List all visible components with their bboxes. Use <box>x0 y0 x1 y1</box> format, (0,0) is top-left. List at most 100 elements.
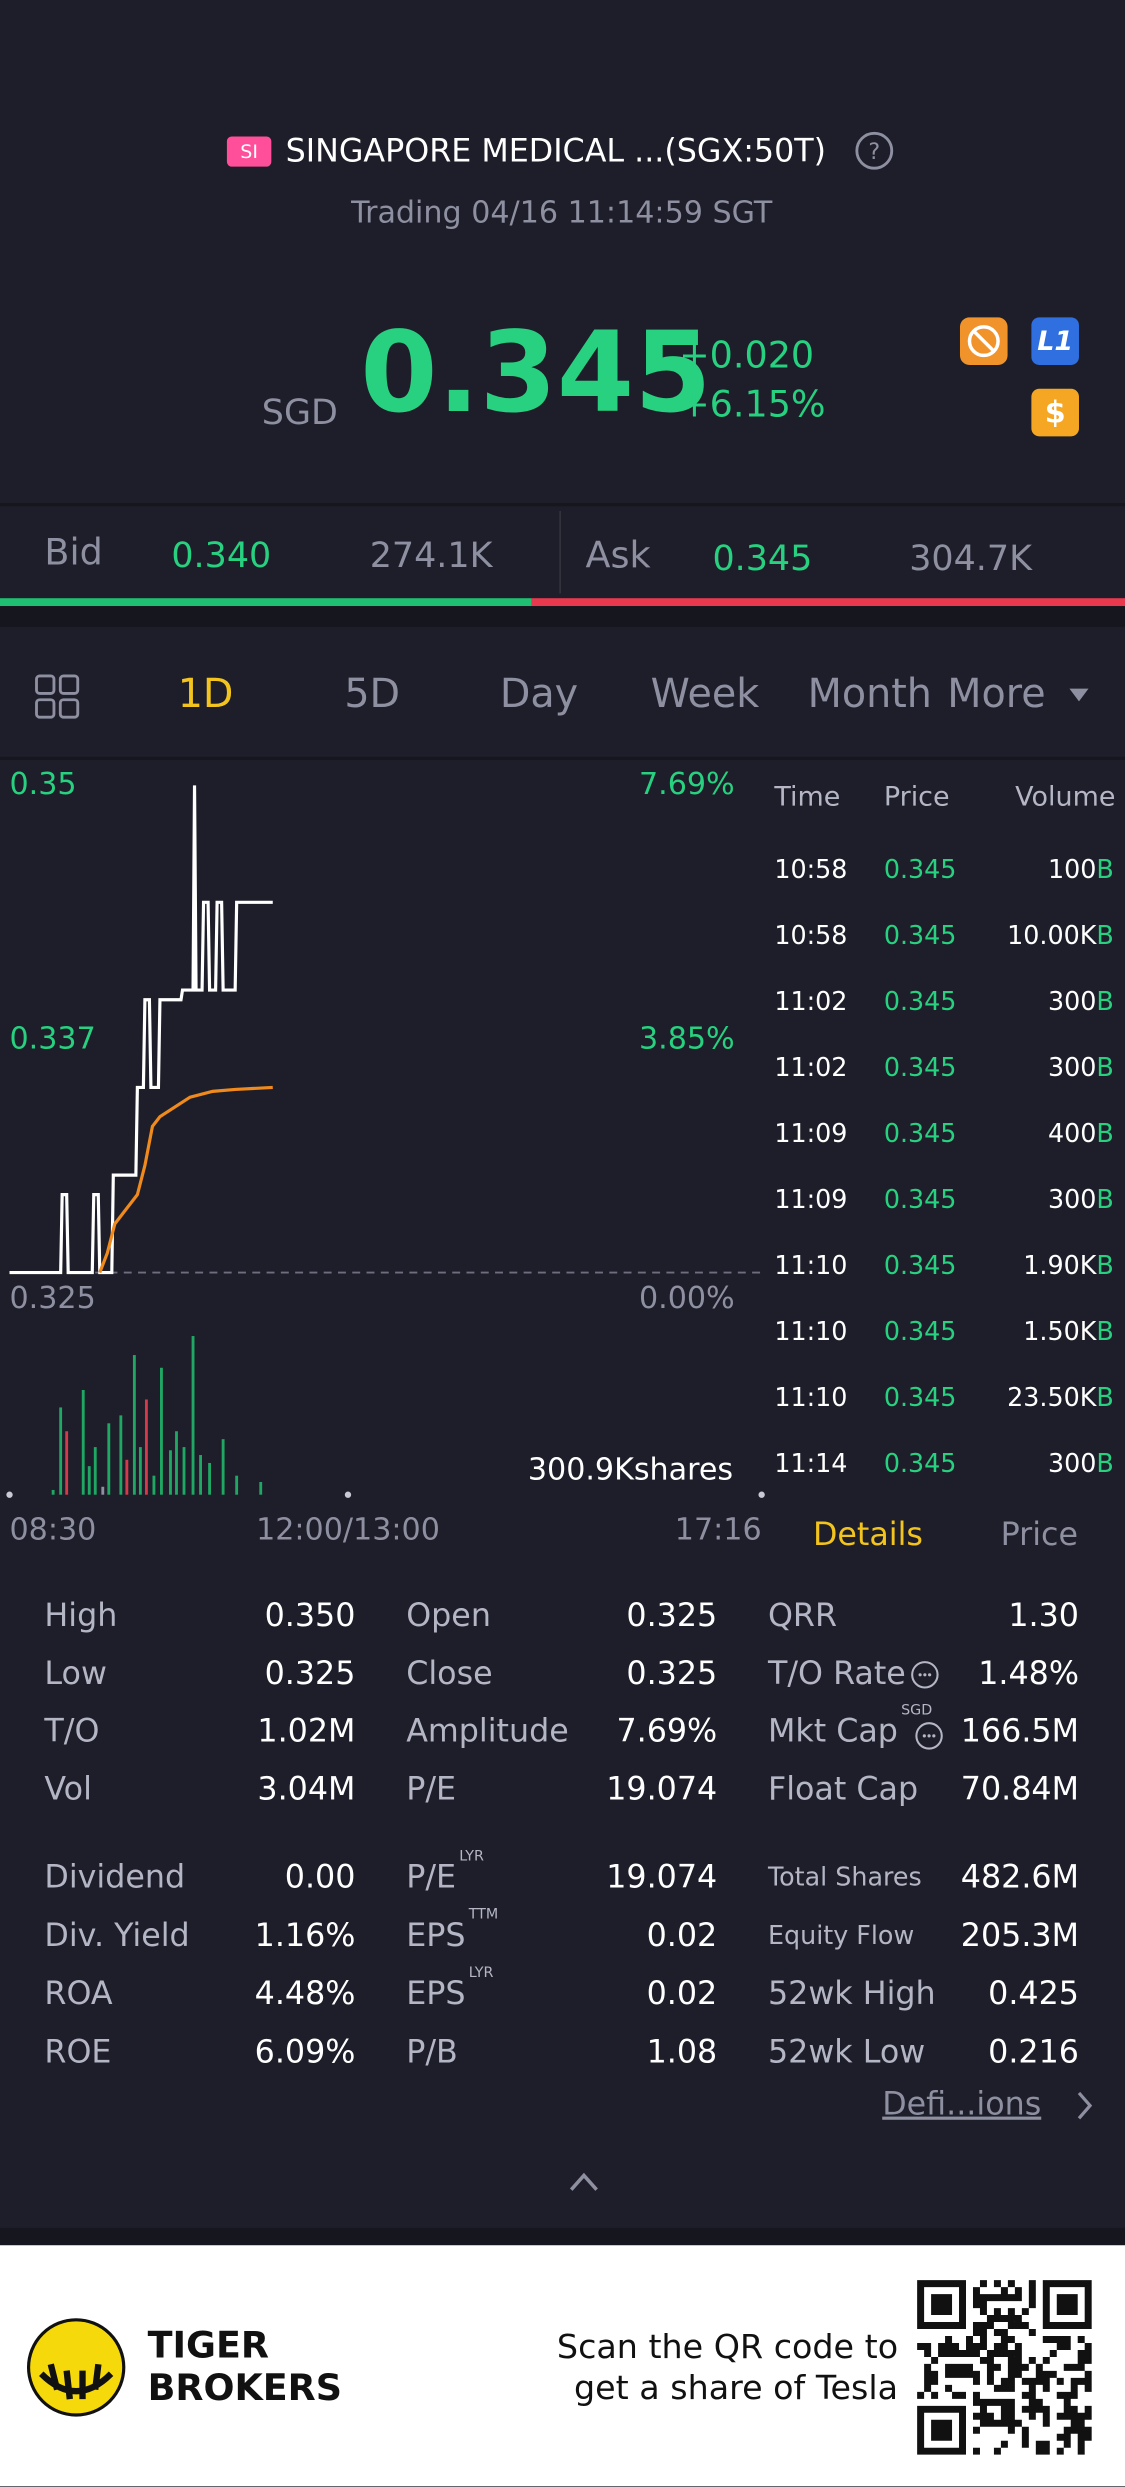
trade-volume: 10.00K <box>1007 920 1098 950</box>
trade-price: 0.345 <box>884 1184 957 1214</box>
level-icon-text: L1 <box>1037 326 1073 357</box>
pct-axis-label: 3.85% <box>639 1021 735 1056</box>
market-badge <box>226 136 272 167</box>
stat-label: 52wk Low <box>768 2034 925 2070</box>
x-tick-label: 12:00/13:00 <box>256 1513 440 1548</box>
trade-time: 11:10 <box>774 1316 847 1346</box>
stat-label: Float Cap <box>768 1772 918 1808</box>
stat-label: P/E <box>406 1772 456 1808</box>
x-tick-dot <box>6 1491 13 1498</box>
period-tab[interactable]: 5D <box>344 671 400 717</box>
stat-value: 7.69% <box>616 1714 717 1750</box>
volume-bar <box>87 1466 91 1495</box>
ask-bar <box>531 598 1125 607</box>
trade-price: 0.345 <box>884 1118 957 1148</box>
trade-volume: 300 <box>1048 1184 1096 1214</box>
volume-bar <box>65 1431 69 1495</box>
stat-label-sup: LYR <box>469 1965 494 1981</box>
trade-side: B <box>1096 1250 1113 1280</box>
layout-icon[interactable] <box>35 698 56 719</box>
help-mark: ? <box>868 139 880 165</box>
info-icon[interactable] <box>915 1722 943 1750</box>
stat-label: High <box>44 1598 117 1634</box>
stat-label: Vol <box>44 1772 91 1808</box>
volume-bar <box>199 1455 202 1495</box>
trade-side: B <box>1096 1316 1113 1346</box>
trade-price: 0.345 <box>884 854 957 884</box>
info-icon[interactable] <box>911 1661 939 1689</box>
volume-bar <box>169 1450 172 1495</box>
stat-label: Open <box>406 1598 491 1634</box>
stat-value: 0.325 <box>626 1598 717 1634</box>
stat-label: 52wk High <box>768 1976 936 2012</box>
volume-bar <box>59 1407 63 1495</box>
stat-label-sup: SGD <box>901 1703 932 1719</box>
x-tick-label: 17:16 <box>675 1513 762 1548</box>
period-tab[interactable]: 1D <box>178 671 234 717</box>
currency: SGD <box>262 393 338 433</box>
stat-label: Equity Flow <box>768 1920 914 1950</box>
period-tab[interactable]: Month <box>808 671 932 717</box>
layout-icon[interactable] <box>35 674 56 695</box>
stat-label: EPS <box>406 1976 465 2012</box>
period-tab[interactable]: More <box>947 671 1045 717</box>
stat-value: 0.216 <box>988 2034 1079 2070</box>
section-gap <box>0 606 1125 627</box>
x-tick-dot <box>344 1491 352 1498</box>
pct-axis-label: 7.69% <box>639 767 735 802</box>
info-icon-dot <box>918 1673 922 1677</box>
collapse-arrow[interactable] <box>569 2172 598 2191</box>
trade-price: 0.345 <box>884 1382 957 1412</box>
market-badge-text: SI <box>240 141 258 163</box>
stat-label: Close <box>406 1656 492 1692</box>
price-tab[interactable]: Price <box>1001 1517 1078 1553</box>
trade-side: B <box>1096 920 1113 950</box>
volume-bar <box>221 1439 225 1495</box>
ask-volume: 304.7K <box>909 539 1033 579</box>
more-arrow <box>1069 688 1089 702</box>
volume-bar <box>138 1447 142 1495</box>
tiger-logo-stripes <box>39 2363 114 2400</box>
brand-line: TIGER <box>148 2323 269 2366</box>
trade-volume: 300 <box>1048 1052 1096 1082</box>
trade-side: B <box>1096 1448 1113 1478</box>
volume-bar <box>125 1459 129 1495</box>
qr-code <box>917 2280 1092 2455</box>
stat-value: 482.6M <box>961 1860 1079 1896</box>
period-tab[interactable]: Day <box>500 671 578 717</box>
stat-value: 19.074 <box>606 1860 717 1896</box>
volume-bar <box>259 1482 263 1495</box>
trade-price: 0.345 <box>884 1316 957 1346</box>
layout-icon[interactable] <box>58 674 80 695</box>
stat-label: Div. Yield <box>44 1918 189 1954</box>
bid-price: 0.340 <box>171 536 271 576</box>
stat-value: 0.425 <box>988 1976 1079 2012</box>
trade-price: 0.345 <box>884 1250 957 1280</box>
trade-column-header: Time <box>773 782 840 813</box>
stat-label: Amplitude <box>406 1714 569 1750</box>
trade-volume: 300 <box>1048 986 1096 1016</box>
price-line <box>9 785 273 1275</box>
help-icon[interactable] <box>855 131 894 170</box>
stat-value: 0.02 <box>647 1976 718 2012</box>
last-price: 0.345 <box>360 309 711 438</box>
bid-label: Bid <box>44 530 102 573</box>
period-tab[interactable]: Week <box>651 671 760 717</box>
trade-side: B <box>1096 1052 1113 1082</box>
layout-icon[interactable] <box>58 698 80 719</box>
trade-price: 0.345 <box>884 920 957 950</box>
details-tab[interactable]: Details <box>813 1517 923 1553</box>
definitions-link[interactable]: Defi...ions <box>882 2087 1041 2123</box>
volume-bar <box>191 1336 195 1495</box>
x-tick-label: 08:30 <box>10 1513 97 1548</box>
stat-value: 0.00 <box>285 1860 356 1896</box>
stat-value: 1.16% <box>255 1918 356 1954</box>
trade-price: 0.345 <box>884 1448 957 1478</box>
trade-volume: 23.50K <box>1007 1382 1098 1412</box>
stat-label: Low <box>44 1656 106 1692</box>
bid-volume: 274.1K <box>370 536 494 576</box>
stat-value: 70.84M <box>961 1772 1079 1808</box>
x-tick-dot <box>758 1491 765 1498</box>
